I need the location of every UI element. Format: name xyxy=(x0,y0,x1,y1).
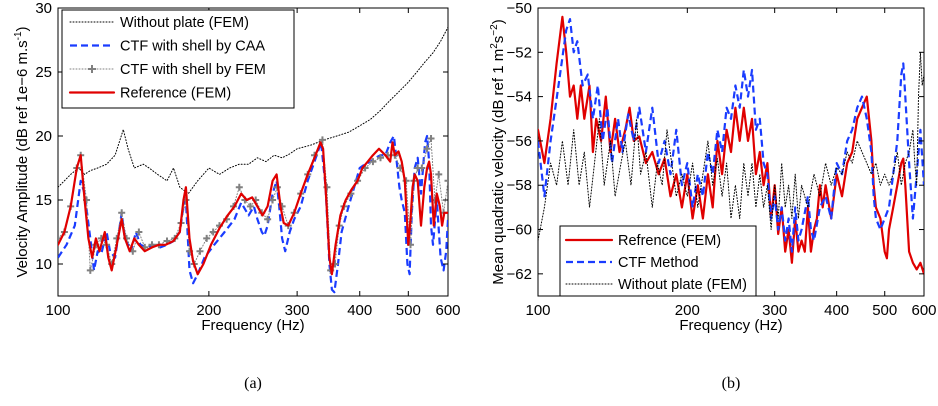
legend-label-a-0: Without plate (FEM) xyxy=(120,15,249,31)
legend-label-b-2: Without plate (FEM) xyxy=(618,277,747,293)
y-tick-label-a-4: 30 xyxy=(35,0,52,17)
series-marker-a-2-69 xyxy=(444,177,448,185)
series-marker-a-2-26 xyxy=(203,234,211,242)
x-axis-label-b: Frequency (Hz) xyxy=(679,317,782,334)
legend-label-b-1: CTF Method xyxy=(618,255,699,271)
series-marker-a-2-6 xyxy=(86,266,94,274)
series-line-a-2 xyxy=(58,138,448,271)
legend-label-a-2: CTF with shell by FEM xyxy=(120,62,266,78)
series-marker-a-2-65 xyxy=(427,135,435,143)
x-axis-label-a: Frequency (Hz) xyxy=(201,317,304,334)
y-axis-label-b-sup2: −2 xyxy=(489,24,500,36)
y-tick-label-b-3: −56 xyxy=(507,133,532,150)
series-marker-a-2-54 xyxy=(369,158,377,166)
chart-panel-b: 100 200 300 400 500 600−62−60−58−56−54−52−50 … xyxy=(489,0,937,392)
y-axis-label-b: Mean quadratic velocity (dB ref 1 m2s−2) xyxy=(489,19,507,284)
series-marker-a-2-55 xyxy=(376,154,384,162)
y-axis-label-b-close: ) xyxy=(490,19,507,24)
y-tick-label-b-0: −62 xyxy=(507,266,532,283)
y-tick-label-b-6: −50 xyxy=(507,0,532,17)
series-marker-a-2-63 xyxy=(418,164,426,172)
series-marker-a-2-36 xyxy=(264,215,272,223)
series-marker-a-2-15 xyxy=(135,228,143,236)
series-line-b-1 xyxy=(538,18,924,253)
series-marker-a-2-64 xyxy=(423,145,431,153)
series-line-a-3 xyxy=(58,141,448,276)
legend-a: Without plate (FEM) CTF with shell by CAA… xyxy=(61,9,295,109)
y-tick-label-b-2: −58 xyxy=(507,177,532,194)
x-tick-label-b-4: 500 xyxy=(872,302,897,319)
series-marker-a-2-25 xyxy=(196,247,204,255)
panel-label-a: (a) xyxy=(244,375,262,392)
y-tick-label-b-4: −54 xyxy=(507,89,532,106)
x-tick-label-a-3: 400 xyxy=(347,302,372,319)
y-axis-label-b-mid: s xyxy=(490,36,507,44)
series-group-a xyxy=(58,26,448,294)
y-axis-label-a-sup: -1 xyxy=(13,31,24,40)
x-tick-label-b-3: 400 xyxy=(824,302,849,319)
series-marker-a-2-27 xyxy=(209,228,217,236)
series-line-b-2 xyxy=(538,51,924,242)
y-tick-label-b-5: −52 xyxy=(507,44,532,61)
legend-label-a-3: Reference (FEM) xyxy=(120,86,231,102)
panel-label-b: (b) xyxy=(722,375,741,392)
y-axis-label-b-main: Mean quadratic velocity (dB ref 1 m xyxy=(490,49,507,285)
y-tick-label-b-1: −60 xyxy=(507,222,532,239)
y-axis-label-a-close: ) xyxy=(14,26,31,31)
y-axis-label-a-main: Velocity Amplitude (dB ref 1e−6 m.s xyxy=(14,40,31,277)
series-marker-a-2-67 xyxy=(435,170,443,178)
x-tick-label-b-2: 300 xyxy=(762,302,787,319)
x-tick-label-b-5: 600 xyxy=(911,302,936,319)
y-tick-label-a-0: 10 xyxy=(35,256,52,273)
x-tick-label-b-1: 200 xyxy=(675,302,700,319)
x-tick-label-a-4: 500 xyxy=(396,302,421,319)
legend-label-b-0: Refrence (FEM) xyxy=(618,233,721,249)
y-axis-label-a: Velocity Amplitude (dB ref 1e−6 m.s-1) xyxy=(13,26,31,277)
series-marker-a-2-33 xyxy=(246,202,254,210)
x-tick-label-a-2: 300 xyxy=(285,302,310,319)
x-tick-label-a-0: 100 xyxy=(45,302,70,319)
y-tick-label-a-3: 25 xyxy=(35,64,52,81)
series-marker-a-2-37 xyxy=(269,196,277,204)
series-group-b xyxy=(538,15,924,275)
series-marker-a-2-31 xyxy=(235,183,243,191)
series-marker-a-2-12 xyxy=(118,209,126,217)
x-tick-label-b-0: 100 xyxy=(525,302,550,319)
legend-marker-a-2 xyxy=(88,65,96,73)
x-tick-label-a-5: 600 xyxy=(435,302,460,319)
series-marker-a-2-45 xyxy=(318,136,326,144)
y-tick-label-a-1: 15 xyxy=(35,192,52,209)
y-tick-label-a-2: 20 xyxy=(35,128,52,145)
legend-label-a-1: CTF with shell by CAA xyxy=(120,39,265,55)
ticks-group-b: 100 200 300 400 500 600 −62 −60 −58 −56 −54 −52 −50 xyxy=(507,0,937,319)
legend-b: Refrence (FEM) CTF Method Without plate (F… xyxy=(559,225,757,297)
chart-panel-a: 100 200 300 400 500 600 10 15 20 25 30 Frequency (… xyxy=(13,0,461,392)
x-tick-label-a-1: 200 xyxy=(196,302,221,319)
y-axis-label-b-sup1: 2 xyxy=(489,43,500,49)
